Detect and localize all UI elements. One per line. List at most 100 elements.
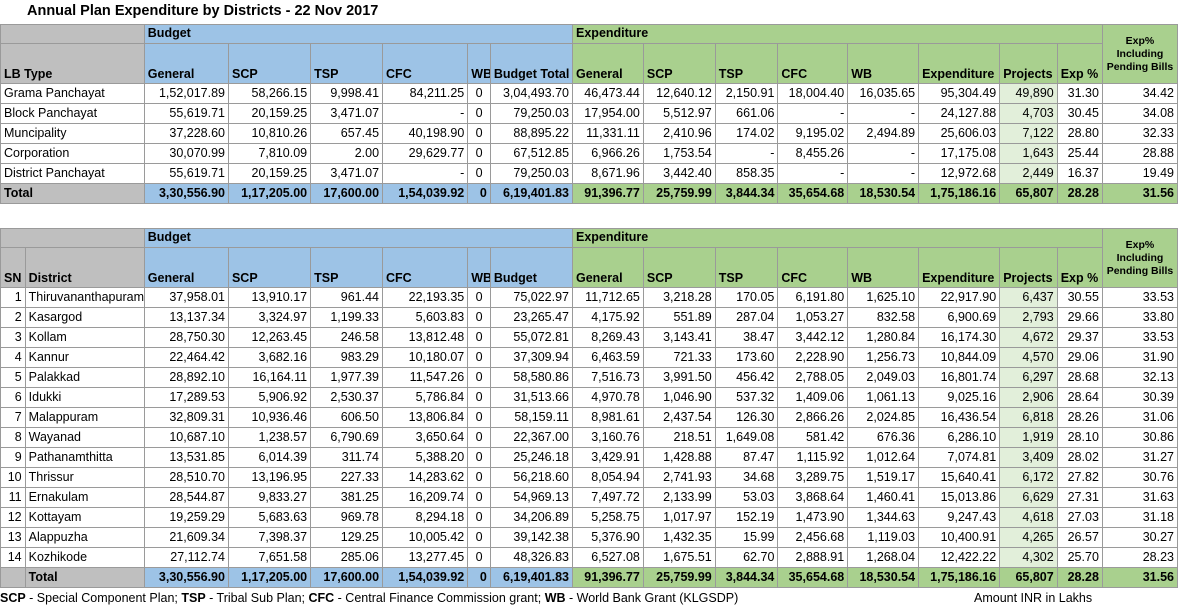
table-cell: 4,672 <box>999 327 1058 348</box>
column-header: TSP <box>714 43 779 84</box>
total-cell: 0 <box>467 183 491 204</box>
table-cell: 34.08 <box>1101 103 1179 124</box>
table-cell: Kollam <box>24 327 145 348</box>
table-cell: 0 <box>467 103 491 124</box>
table-cell: 58,266.15 <box>227 83 312 104</box>
table-cell: 3,682.16 <box>227 347 312 368</box>
table-cell: 8,981.61 <box>572 407 644 428</box>
table-cell: 28.23 <box>1101 547 1179 568</box>
table-cell: 2,494.89 <box>847 123 920 144</box>
table-cell: 31,513.66 <box>489 387 574 408</box>
table-cell: 0 <box>467 307 491 328</box>
table-cell: 2,793 <box>999 307 1058 328</box>
total-cell: 1,17,205.00 <box>227 183 312 204</box>
table-cell: 2,133.99 <box>642 487 716 508</box>
table-cell: 0 <box>467 427 491 448</box>
total-cell: 31.56 <box>1101 567 1179 588</box>
table-cell: 34.42 <box>1101 83 1179 104</box>
table-cell: 7,122 <box>999 123 1058 144</box>
table-cell: Thrissur <box>24 467 145 488</box>
table-cell: 67,512.85 <box>489 143 574 164</box>
column-header: CFC <box>777 247 849 288</box>
table-cell: - <box>382 103 469 124</box>
column-header: CFC <box>382 247 469 288</box>
column-header: Exp % <box>1056 247 1103 288</box>
table-cell: 11,547.26 <box>382 367 469 388</box>
table-cell: 2.00 <box>310 143 384 164</box>
table-cell: 3,991.50 <box>642 367 716 388</box>
table-cell: 12,640.12 <box>642 83 716 104</box>
table-cell: 0 <box>467 467 491 488</box>
table-cell: 31.63 <box>1101 487 1179 508</box>
group-budget: Budget <box>143 24 574 44</box>
table-cell: 5,376.90 <box>572 527 644 548</box>
table-cell: 961.44 <box>310 287 384 308</box>
total-cell: 65,807 <box>999 183 1058 204</box>
table-cell: 126.30 <box>714 407 779 428</box>
table-cell: 30.55 <box>1056 287 1103 308</box>
table-cell: 1,012.64 <box>847 447 920 468</box>
table-cell: 33.53 <box>1101 327 1179 348</box>
table-cell: 0 <box>467 327 491 348</box>
footnote-legend: SCP - Special Component Plan; TSP - Trib… <box>0 591 738 605</box>
table-cell: 55,072.81 <box>489 327 574 348</box>
header-exp-pct-pending: Exp% Including Pending Bills <box>1101 228 1179 288</box>
table-cell: 28,892.10 <box>143 367 229 388</box>
table-cell: 11,712.65 <box>572 287 644 308</box>
table-cell: 16,174.30 <box>918 327 1001 348</box>
table-cell: 5,603.83 <box>382 307 469 328</box>
table-cell: 1,409.06 <box>777 387 849 408</box>
table-cell: 6,790.69 <box>310 427 384 448</box>
table-cell: 16,209.74 <box>382 487 469 508</box>
table-cell: 3 <box>0 327 26 348</box>
table-cell: 1,675.51 <box>642 547 716 568</box>
total-cell: 1,17,205.00 <box>227 567 312 588</box>
table-row: 2 Kasargod 13,137.34 3,324.97 1,199.33 5,603.… <box>0 307 1179 328</box>
group-budget: Budget <box>143 228 574 248</box>
table-cell: 34.68 <box>714 467 779 488</box>
table-cell: 29,629.77 <box>382 143 469 164</box>
column-header: General <box>572 43 644 84</box>
table-cell: 6,191.80 <box>777 287 849 308</box>
table-cell: 3,289.75 <box>777 467 849 488</box>
total-cell: 6,19,401.83 <box>489 183 574 204</box>
total-cell: 25,759.99 <box>642 183 716 204</box>
table-cell: 12,972.68 <box>918 163 1001 184</box>
table-cell: 30,070.99 <box>143 143 229 164</box>
scp-text: - Special Component Plan; <box>25 591 182 605</box>
table-cell: 10,180.07 <box>382 347 469 368</box>
table-cell: 5 <box>0 367 26 388</box>
table-cell: 2,788.05 <box>777 367 849 388</box>
table-cell: 15,640.41 <box>918 467 1001 488</box>
table-cell: Grama Panchayat <box>0 83 145 104</box>
table-cell: 2,228.90 <box>777 347 849 368</box>
table-cell: 95,304.49 <box>918 83 1001 104</box>
table-cell: 32.13 <box>1101 367 1179 388</box>
table-cell: 14 <box>0 547 26 568</box>
table-cell: 3,650.64 <box>382 427 469 448</box>
table-cell: 2 <box>0 307 26 328</box>
column-header: Projects <box>999 43 1058 84</box>
table-cell: 0 <box>467 387 491 408</box>
table-cell: 0 <box>467 83 491 104</box>
table-cell: 0 <box>467 347 491 368</box>
table-cell: 15,013.86 <box>918 487 1001 508</box>
table-cell: 3,442.40 <box>642 163 716 184</box>
table-cell: 13,137.34 <box>143 307 229 328</box>
table-cell: 5,786.84 <box>382 387 469 408</box>
table-cell: 46,473.44 <box>572 83 644 104</box>
total-cell: 3,30,556.90 <box>143 183 229 204</box>
table-cell: 33.80 <box>1101 307 1179 328</box>
column-header: SN <box>0 247 26 288</box>
total-cell: 1,75,186.16 <box>918 183 1001 204</box>
page-title: Annual Plan Expenditure by Districts - 2… <box>27 3 379 19</box>
total-cell: 91,396.77 <box>572 567 644 588</box>
table-cell: 22,917.90 <box>918 287 1001 308</box>
table-cell: 27.31 <box>1056 487 1103 508</box>
table-cell: 22,367.00 <box>489 427 574 448</box>
header-exp-pct-pending: Exp% Including Pending Bills <box>1101 24 1179 84</box>
table-cell: - <box>847 143 920 164</box>
table-row: Grama Panchayat 1,52,017.89 58,266.15 9,998… <box>0 83 1179 104</box>
table-cell: 4,703 <box>999 103 1058 124</box>
table-cell: 5,258.75 <box>572 507 644 528</box>
